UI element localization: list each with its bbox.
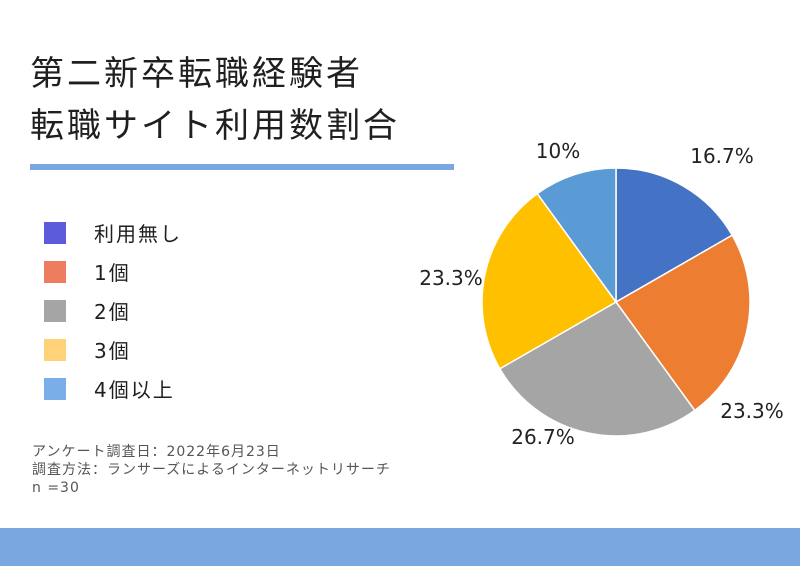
legend-item-1: 1個 (44, 252, 182, 291)
legend-label: 利用無し (94, 222, 182, 246)
legend-item-none: 利用無し (44, 213, 182, 252)
pie-slice (498, 301, 696, 437)
slice-percent-label: 10% (536, 139, 580, 163)
bottom-band (0, 528, 800, 566)
pie-slice (536, 167, 617, 305)
slice-percent-label: 23.3% (419, 266, 483, 290)
legend-label: 2個 (94, 300, 131, 324)
chart-title: 第二新卒転職経験者 転職サイト利用数割合 (30, 48, 400, 152)
title-underline (30, 164, 454, 170)
pie-slice (615, 167, 734, 304)
slice-percent-label: 23.3% (720, 399, 784, 423)
legend-item-4plus: 4個以上 (44, 369, 182, 408)
title-line-2: 転職サイト利用数割合 (30, 106, 400, 146)
legend-label: 4個以上 (94, 378, 175, 402)
survey-notes: アンケート調査日：2022年6月23日 調査方法：ランサーズによるインターネット… (32, 443, 432, 497)
legend-swatch (44, 221, 66, 244)
slice-percent-label: 16.7% (690, 144, 754, 168)
title-line-1: 第二新卒転職経験者 (30, 54, 363, 94)
survey-date: アンケート調査日：2022年6月23日 (32, 444, 281, 460)
legend-swatch (44, 260, 66, 283)
slice-percent-label: 26.7% (511, 425, 575, 449)
legend: 利用無し 1個 2個 3個 4個以上 (44, 213, 182, 408)
legend-item-3: 3個 (44, 330, 182, 369)
survey-method: 調査方法：ランサーズによるインターネットリサーチ (32, 462, 391, 478)
pie-slice (614, 234, 751, 412)
pie-slice (481, 192, 618, 370)
legend-label: 3個 (94, 339, 131, 363)
legend-label: 1個 (94, 261, 131, 285)
legend-item-2: 2個 (44, 291, 182, 330)
legend-swatch (44, 377, 66, 400)
legend-swatch (44, 299, 66, 322)
legend-swatch (44, 338, 66, 361)
sample-size: n =30 (32, 480, 80, 496)
